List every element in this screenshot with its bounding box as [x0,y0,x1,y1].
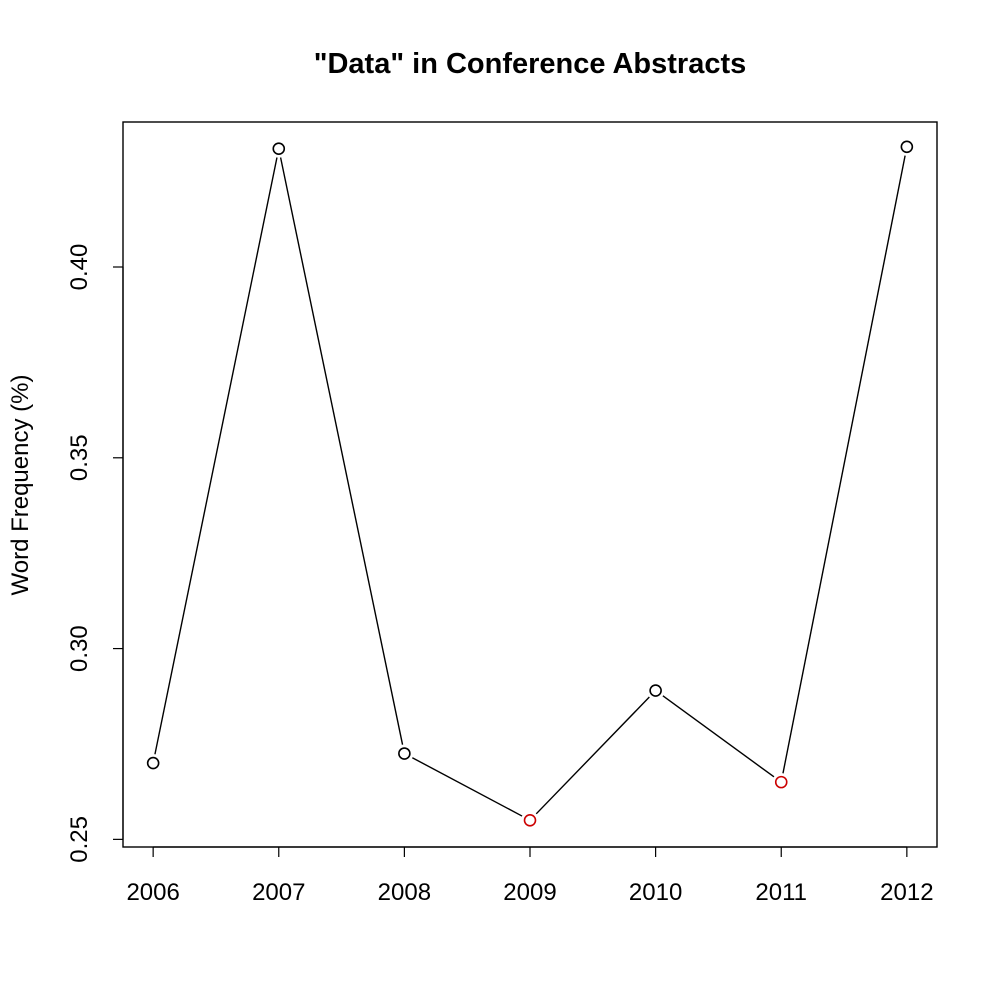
x-tick-label: 2008 [378,879,431,906]
series-line-segment [662,695,775,778]
plot-area-frame [122,121,938,848]
data-point [146,756,160,770]
data-point [900,140,914,154]
data-point [398,747,411,760]
series-line-segment [412,757,523,817]
x-tick-label: 2007 [252,879,305,906]
x-tick-label: 2012 [880,879,933,906]
x-tick-label: 2009 [503,879,556,906]
x-tick-label: 2010 [629,879,682,906]
series-line-segment [154,157,278,755]
series-line-segment [782,155,906,774]
series-line-segment [535,696,650,815]
data-point [272,142,286,156]
y-axis-title: Word Frequency (%) [7,375,34,596]
x-tick-label: 2011 [755,879,807,906]
data-point [649,684,662,697]
x-tick-label: 2006 [126,879,179,906]
x-axis: 2006 2007 2008 2009 2010 2011 2012 [126,846,934,906]
y-tick-label: 0.40 [66,244,93,291]
y-tick-label: 0.25 [66,816,93,863]
data-point [523,813,537,827]
series-layer [146,140,914,827]
y-tick-label: 0.35 [66,434,93,481]
y-tick-label: 0.30 [66,625,93,672]
series-line-segment [279,157,404,745]
chart-title: "Data" in Conference Abstracts [314,48,747,80]
y-axis: 0.25 0.30 0.35 0.40 [66,244,124,863]
data-point [774,775,788,789]
